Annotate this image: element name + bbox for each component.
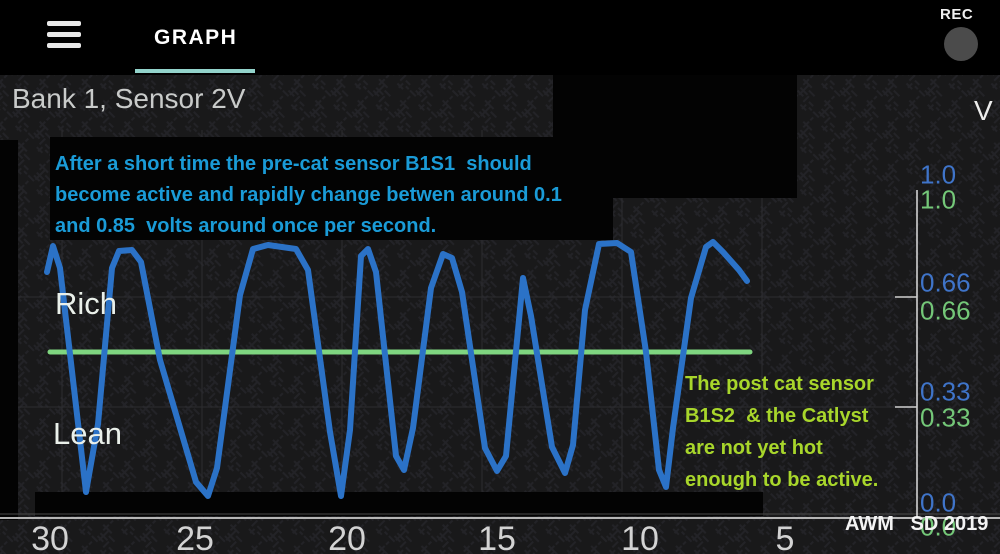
lean-zone-label: Lean	[53, 416, 122, 451]
annotation-line: B1S2 & the Catlyst	[685, 405, 869, 427]
annotation-post-cat: The post cat sensor B1S2 & the Catlyst a…	[685, 368, 878, 496]
page-title: Bank 1, Sensor 2V	[12, 83, 246, 114]
annotation-line: The post cat sensor	[685, 373, 874, 395]
watermark: AWM SD 2019	[845, 513, 989, 535]
pre-cat-waveform	[44, 239, 750, 499]
redaction-box	[0, 140, 18, 520]
annotation-line: become active and rapidly change betwen …	[55, 184, 562, 206]
redaction-box	[553, 75, 797, 198]
redaction-box	[35, 492, 763, 516]
annotation-line: are not yet hot	[685, 437, 823, 459]
annotation-line: and 0.85 volts around once per second.	[55, 215, 437, 237]
annotation-line: enough to be active.	[685, 469, 879, 491]
menu-icon[interactable]	[47, 21, 81, 49]
redaction-box	[50, 137, 613, 240]
top-bar: GRAPH REC	[0, 0, 1000, 75]
record-button[interactable]	[944, 27, 978, 61]
y-axis-unit-label: V	[974, 95, 993, 126]
tab-active-underline	[135, 69, 255, 73]
annotation-pre-cat: After a short time the pre-cat sensor B1…	[55, 149, 562, 242]
rec-label: REC	[940, 6, 974, 23]
rich-zone-label: Rich	[55, 286, 118, 321]
tab-graph[interactable]: GRAPH	[154, 26, 238, 49]
annotation-line: After a short time the pre-cat sensor B1…	[55, 153, 532, 175]
